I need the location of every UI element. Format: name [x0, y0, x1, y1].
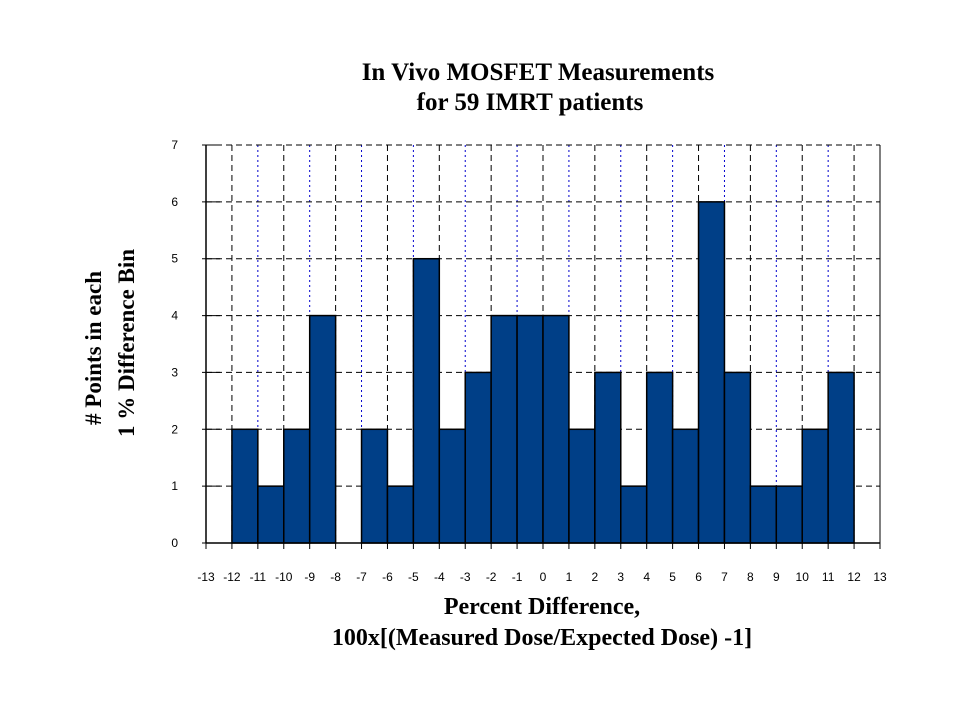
x-tick-label: -11 [250, 570, 267, 584]
histogram-bar [723, 371, 752, 544]
x-tick-label: 3 [617, 570, 624, 584]
histogram-bar [283, 428, 311, 544]
y-tick-label: 5 [171, 252, 178, 266]
x-tick-label: 1 [566, 570, 573, 584]
y-axis-label-line-2: 1 % Difference Bin [114, 249, 139, 437]
histogram-bar [801, 428, 829, 544]
histogram-bar [697, 201, 726, 544]
histogram-bar [308, 314, 337, 544]
x-tick-label: -10 [275, 570, 293, 584]
histogram-bar [516, 314, 544, 544]
x-tick-label: -7 [356, 570, 367, 584]
x-tick-label: 6 [695, 570, 702, 584]
chart-title-line-2: for 59 IMRT patients [417, 89, 644, 116]
histogram-bar [645, 371, 674, 544]
y-tick-label: 4 [171, 309, 178, 323]
histogram-bar [671, 428, 700, 544]
x-tick-label: -6 [382, 570, 393, 584]
y-axis-label-line-1: # Points in each [81, 271, 106, 425]
x-tick-label: -12 [223, 570, 241, 584]
y-tick-labels: 0 1 2 3 4 5 6 7 [171, 138, 178, 550]
y-tick-label: 1 [171, 479, 178, 493]
histogram-bar [412, 257, 441, 544]
bars [231, 201, 855, 544]
x-tick-label: 10 [796, 570, 810, 584]
x-tick-label: -1 [512, 570, 523, 584]
histogram-bar [360, 428, 389, 544]
histogram-bar [464, 371, 492, 544]
y-tick-label: 0 [171, 536, 178, 550]
histogram-bar [257, 485, 285, 544]
x-axis-label-line-1: Percent Difference, [444, 594, 640, 620]
axes [202, 144, 881, 549]
x-tick-label: -4 [434, 570, 445, 584]
x-tick-label: 2 [592, 570, 599, 584]
histogram-bar [827, 371, 855, 544]
histogram-bar [386, 485, 415, 544]
x-tick-label: -2 [486, 570, 497, 584]
y-tick-label: 6 [171, 195, 178, 209]
histogram-bar [620, 485, 648, 544]
x-tick-label: -13 [197, 570, 215, 584]
histogram-bar [568, 428, 596, 544]
x-tick-label: 12 [847, 570, 861, 584]
x-tick-label: 0 [540, 570, 547, 584]
x-tick-labels: -13 -12 -11 -10 -9 -8 -7 -6 -5 -4 -3 -2 -1 0 1 2 3 4 5 6 7 8 9… [197, 570, 887, 584]
histogram-bar [542, 314, 570, 544]
x-axis-label-line-2: 100x[(Measured Dose/Expected Dose) -1] [332, 625, 752, 651]
histogram-bar [594, 371, 622, 544]
x-tick-label: -3 [460, 570, 471, 584]
histogram-bar [490, 314, 518, 544]
x-tick-label: 9 [773, 570, 780, 584]
x-tick-label: 4 [643, 570, 650, 584]
histogram-bar [438, 428, 466, 544]
x-tick-label: 13 [873, 570, 887, 584]
histogram-bar [231, 428, 259, 544]
y-tick-label: 7 [171, 138, 178, 152]
x-tick-label: -8 [330, 570, 341, 584]
x-tick-label: 7 [721, 570, 728, 584]
x-tick-label: 11 [822, 570, 835, 584]
x-tick-label: 5 [669, 570, 676, 584]
x-tick-label: -9 [304, 570, 315, 584]
x-tick-label: -5 [408, 570, 419, 584]
x-tick-label: 8 [747, 570, 754, 584]
y-tick-label: 3 [171, 365, 178, 379]
histogram-bar [775, 485, 803, 544]
chart-title-line-1: In Vivo MOSFET Measurements [362, 59, 715, 86]
histogram-bar [749, 485, 778, 544]
y-tick-label: 2 [171, 422, 178, 436]
